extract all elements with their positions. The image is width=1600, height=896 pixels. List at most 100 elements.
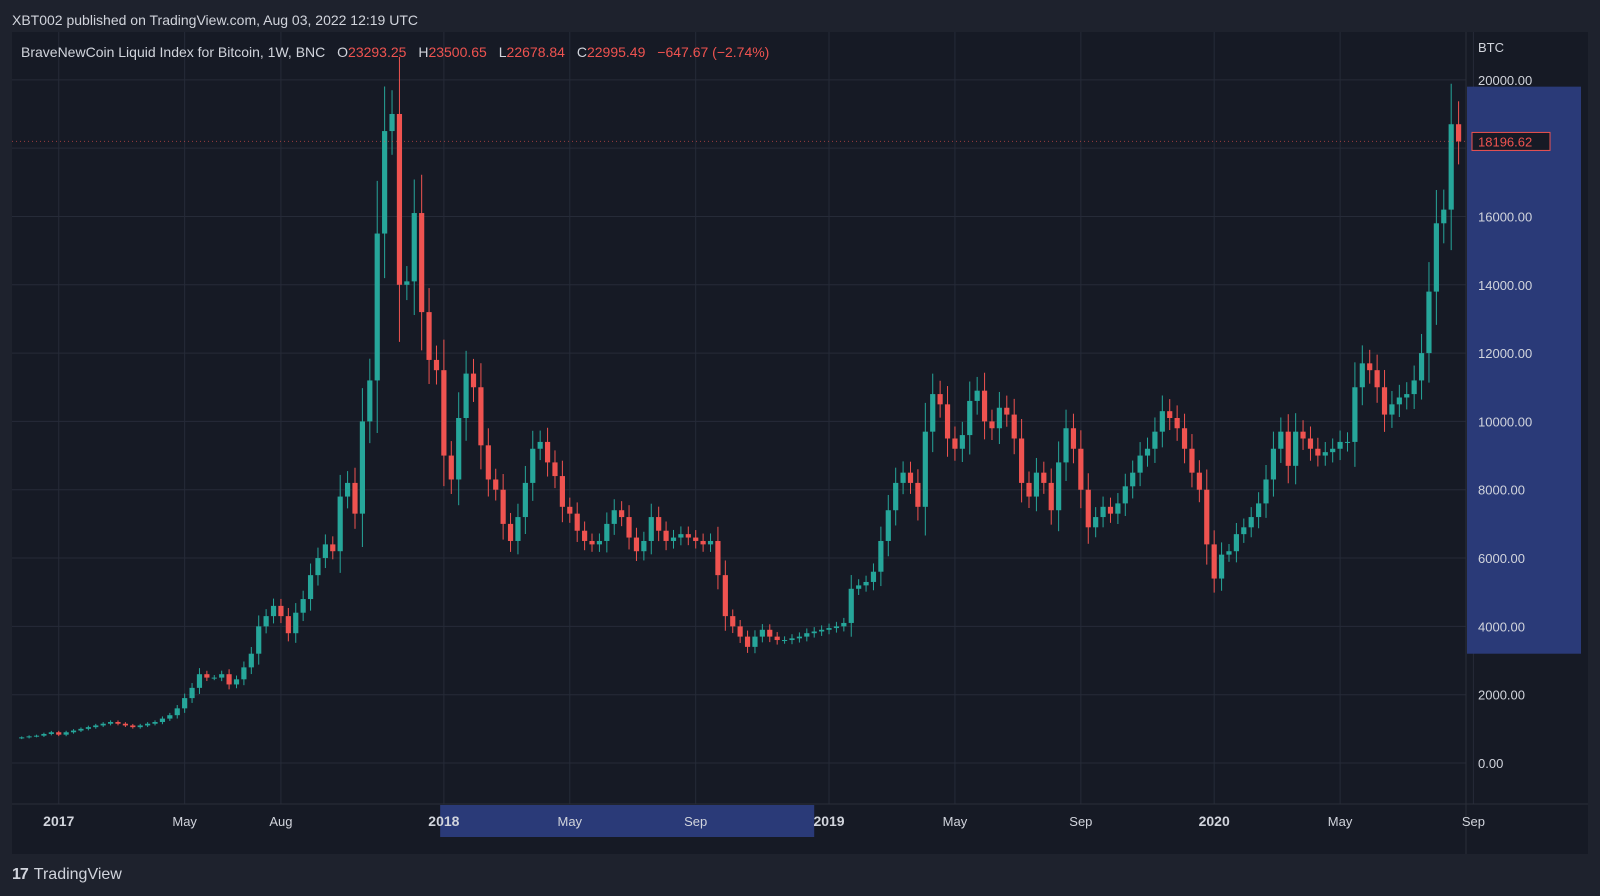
candle-body: [737, 626, 743, 637]
candle-body: [1070, 428, 1077, 449]
candle-body: [544, 441, 551, 463]
candle-body: [441, 370, 447, 456]
candle-body: [56, 732, 62, 735]
price-tick-label: 12000.00: [1478, 346, 1532, 361]
candle-body: [774, 636, 780, 641]
candle-body: [582, 530, 588, 541]
candle-body: [715, 540, 721, 576]
candle-body: [1293, 431, 1299, 466]
time-tick-label: Sep: [684, 814, 707, 829]
last-price-label: 18196.62: [1478, 134, 1532, 149]
candle-body: [952, 438, 958, 449]
chart-panel[interactable]: BTC 20000.00 16000.00 14000.00 12000.00 10000…: [12, 32, 1588, 854]
candle-body: [611, 510, 617, 524]
price-tick-label: 0.00: [1478, 756, 1503, 771]
candle-body: [833, 626, 840, 629]
candle-body: [174, 708, 180, 716]
candle-body: [1204, 489, 1210, 545]
candle-body: [404, 281, 410, 285]
candle-body: [396, 113, 403, 285]
candle-body: [1130, 472, 1136, 487]
candle-body: [937, 394, 943, 405]
candle-body: [656, 517, 662, 531]
candle-body: [470, 373, 477, 388]
candle-body: [700, 540, 706, 545]
candle-body: [33, 735, 40, 737]
candle-body: [781, 640, 788, 642]
candle-body: [1441, 209, 1447, 224]
candle-body: [433, 359, 440, 371]
candle-body: [107, 722, 114, 724]
last-price-badge: [1471, 131, 1551, 151]
candle-body: [1285, 431, 1291, 466]
candle-body: [1367, 363, 1373, 371]
candle-body: [1011, 414, 1017, 439]
symbol-title[interactable]: BraveNewCoin Liquid Index for Bitcoin, 1…: [21, 44, 326, 60]
candle-body: [826, 628, 832, 630]
candle-body: [1411, 380, 1417, 395]
brand-name: TradingView: [33, 866, 122, 883]
candle-body: [989, 421, 995, 429]
time-tick-label: May: [1328, 814, 1353, 829]
candlestick-chart[interactable]: BTC 20000.00 16000.00 14000.00 12000.00 10000…: [12, 32, 1588, 854]
candle-body: [981, 390, 988, 422]
candle-body: [870, 571, 877, 582]
candle-body: [744, 636, 751, 647]
grid-lines: [12, 32, 1474, 804]
candle-body: [722, 575, 728, 617]
candle-body: [641, 540, 647, 552]
candle-body: [248, 653, 254, 668]
open-value: 23293.25: [348, 44, 407, 60]
candle-body: [1019, 438, 1025, 483]
candle-body: [182, 698, 188, 709]
candle-body: [707, 540, 714, 545]
axes: BTC 20000.00 16000.00 14000.00 12000.00 10000…: [12, 32, 1588, 854]
candle-body: [804, 633, 810, 637]
candle-body: [93, 725, 99, 728]
candle-body: [256, 626, 262, 654]
candle-body: [1307, 438, 1314, 449]
candle-body: [841, 622, 847, 627]
candle-body: [189, 687, 195, 699]
candle-body: [26, 736, 32, 738]
price-tick-label: 4000.00: [1478, 619, 1525, 634]
candle-body: [1433, 223, 1439, 292]
candle-body: [589, 540, 595, 545]
candle-body: [574, 513, 580, 531]
candle-body: [1041, 472, 1047, 483]
candle-body: [1448, 124, 1454, 210]
open-label: O: [337, 44, 349, 60]
candle-body: [811, 631, 817, 634]
candle-body: [648, 517, 654, 541]
candle-body: [48, 732, 54, 734]
tradingview-brand[interactable]: 17 TradingView: [12, 866, 122, 884]
time-tick-label: Aug: [269, 814, 292, 829]
candle-body: [730, 616, 736, 627]
time-tick-label: 2018: [428, 813, 459, 829]
candle-body: [596, 540, 603, 545]
ohlc-legend: BraveNewCoin Liquid Index for Bitcoin, 1…: [21, 44, 777, 60]
high-label: H: [418, 44, 429, 60]
candle-body: [100, 723, 106, 726]
candle-body: [233, 679, 240, 685]
candle-body: [1300, 431, 1306, 439]
candle-body: [63, 732, 69, 735]
time-tick-label: May: [943, 814, 968, 829]
candle-body: [1100, 506, 1106, 518]
candle-body: [915, 482, 921, 507]
candle-body: [1241, 527, 1247, 535]
publish-info: XBT002 published on TradingView.com, Aug…: [12, 12, 419, 28]
candle-body: [1189, 448, 1195, 473]
price-axis-unit: BTC: [1478, 40, 1504, 55]
candle-body: [1456, 124, 1462, 142]
candle-body: [663, 530, 669, 541]
candle-body: [1374, 370, 1380, 388]
candle-body: [1226, 551, 1232, 555]
candle-body: [619, 510, 625, 518]
candle-body: [907, 472, 914, 483]
candle-body: [226, 674, 232, 685]
candle-body: [315, 558, 321, 576]
candle-body: [922, 431, 928, 507]
candle-body: [1248, 517, 1254, 528]
close-value: 22995.49: [586, 44, 646, 60]
